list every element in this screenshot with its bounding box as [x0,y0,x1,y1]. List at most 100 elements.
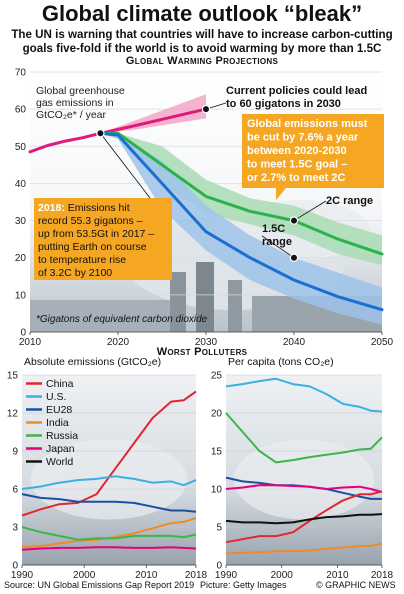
data-point-marker [96,129,105,138]
range-band-1-5c-range [100,133,383,325]
cut-callout-line: Global emissions must [247,118,368,130]
record-callout-line: up from 53.5Gt in 2017 – [38,228,154,240]
data-point-marker [289,216,299,225]
range-band-current [100,94,206,134]
record-callout-line: 2018: Emissions hit [38,202,130,214]
cloud [233,439,375,520]
x-tick-label: 2010 [19,337,42,348]
x-tick-label: 1990 [215,570,238,581]
cooling-tower [196,262,214,332]
y-tick-label: 30 [15,216,27,227]
y-tick-label: 6 [12,485,18,496]
y-axis-label-line: gas emissions in [36,97,114,109]
current-policies-note-line: to 60 gigatons in 2030 [226,98,341,110]
y-axis-label-line: GtCO₂e* / year [36,109,107,121]
record-callout-line: of 3.2C by 2100 [38,267,112,279]
picture-credit: Picture: Getty Images [200,580,287,590]
series-line-india [21,517,197,549]
x-tick-label: 2000 [73,570,96,581]
one-five-c-line [98,131,384,312]
series-line-eu28 [21,493,197,513]
cooling-tower [228,280,242,332]
series-line-russia [21,526,197,541]
y-tick-label: 0 [20,328,26,339]
y-tick-label: 15 [7,371,19,382]
subtitle-line-1: The UN is warning that countries will ha… [11,28,393,41]
two-c-range-label: 2C range [326,195,373,207]
y-tick-label: 15 [211,447,223,458]
record-callout-box [34,198,172,280]
cut-callout-line: or 2.7% to meet 2C [247,172,345,184]
x-tick-label: 2020 [107,337,130,348]
x-tick-label: 2000 [271,570,294,581]
series-line-russia [225,412,383,464]
series-line-china [21,390,197,517]
leader-line [100,133,151,199]
one-five-range-label: 1.5C [262,223,285,235]
leader-line [261,235,295,259]
legend-label: U.S. [46,391,66,403]
page-title: Global climate outlook “bleak” [41,1,363,26]
y-tick-label: 3 [12,523,18,534]
legend-label: Russia [46,430,78,442]
y-tick-label: 50 [15,142,27,153]
x-tick-label: 2010 [135,570,158,581]
record-callout-line: putting Earth on course [38,241,147,253]
range-band-2c-range [100,133,383,266]
x-tick-label: 2018 [371,570,394,581]
cut-callout-box [242,114,384,188]
current-policies-note-line: Current policies could lead [226,85,367,97]
projections-section-title: Global Warming Projections [125,55,279,67]
per-chart-title: Per capita (tons CO₂e) [228,356,334,368]
y-axis-label-line: Global greenhouse [36,85,125,97]
x-tick-label: 2010 [326,570,349,581]
x-tick-label: 2050 [371,337,394,348]
y-tick-label: 5 [216,523,222,534]
record-callout-line: to temperature rise [38,254,126,266]
y-tick-label: 60 [15,105,27,116]
y-tick-label: 0 [216,561,222,572]
series-line-india [225,542,383,555]
series-line-japan [21,546,197,551]
legend-label: World [46,456,73,468]
copyright-note: © GRAPHIC NEWS [316,580,396,590]
current-policies-line [98,107,208,135]
two-c-line [98,131,384,256]
absolute-chart-title: Absolute emissions (GtCO₂e) [24,356,161,368]
data-point-marker [201,104,211,114]
x-tick-label: 1990 [11,570,34,581]
y-tick-label: 40 [15,179,27,190]
page-subtitle: The UN is warning that countries will ha… [4,28,400,56]
legend-label: China [46,378,74,390]
cut-callout-line: to meet 1.5C goal – [247,159,347,171]
y-tick-label: 10 [211,485,223,496]
series-line-us [225,377,383,413]
footnote: *Gigatons of equivalent carbon dioxide [36,314,208,325]
leader-line [293,200,327,221]
y-tick-label: 70 [15,68,27,79]
cut-callout-pointer [276,188,286,200]
x-tick-label: 2040 [283,337,306,348]
x-tick-label: 2030 [195,337,218,348]
factory-silhouette [30,300,170,332]
record-callout-line: record 55.3 gigatons – [38,215,143,227]
cut-callout-line: be cut by 7.6% a year [247,132,359,144]
cloud [30,439,188,520]
series-line-japan [225,484,383,493]
legend-label: EU28 [46,404,72,416]
y-tick-label: 20 [15,253,27,264]
series-line-china [225,490,383,544]
x-tick-label: 2018 [185,570,208,581]
cut-callout-line: between 2020-2030 [247,145,347,157]
data-point-marker [289,253,299,262]
series-line-us [21,475,197,490]
y-tick-label: 25 [211,371,223,382]
y-tick-label: 9 [12,447,18,458]
subtitle-line-2: goals five-fold if the world is to avoid… [22,42,382,55]
cooling-tower [170,272,186,332]
history-line [28,131,102,154]
y-tick-label: 20 [211,409,223,420]
source-note: Source: UN Global Emissions Gap Report 2… [4,580,195,590]
